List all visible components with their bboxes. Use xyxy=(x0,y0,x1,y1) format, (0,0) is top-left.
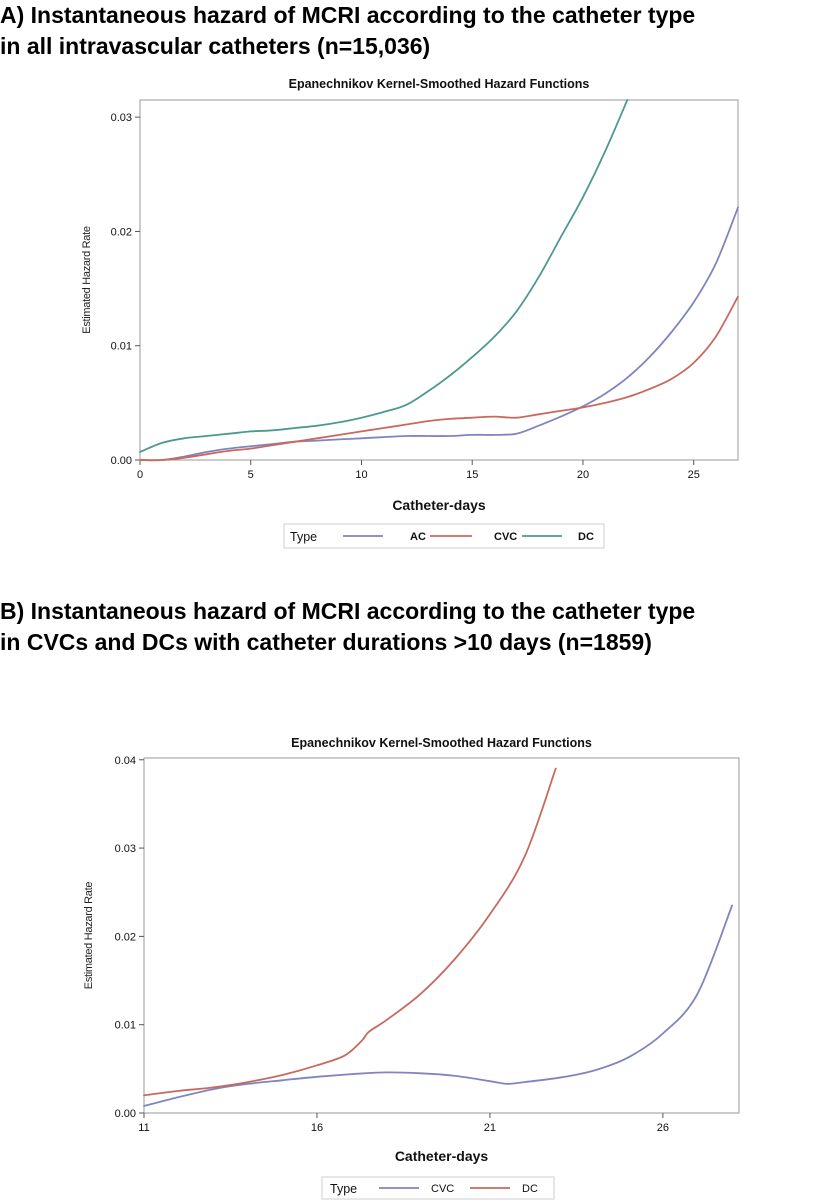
x-tick-label: 5 xyxy=(248,469,254,481)
legend-label-dc: DC xyxy=(522,1183,538,1195)
series-line-dc xyxy=(143,767,557,1097)
figure-b-heading-line2: in CVCs and DCs with catheter durations … xyxy=(0,629,652,655)
x-tick-label: 25 xyxy=(688,469,700,481)
y-tick-label: 0.01 xyxy=(115,1020,136,1032)
figure-a-heading: A) Instantaneous hazard of MCRI accordin… xyxy=(0,0,827,62)
y-tick-label: 0.03 xyxy=(111,112,132,124)
y-tick-label: 0.00 xyxy=(115,1108,136,1120)
y-tick-label: 0.02 xyxy=(111,226,132,238)
legend-title: Type xyxy=(290,530,317,544)
plot-frame xyxy=(143,757,740,1114)
legend-title: Type xyxy=(330,1182,357,1196)
x-tick-label: 0 xyxy=(137,469,143,481)
legend-label-cvc: CVC xyxy=(431,1183,454,1195)
x-tick-label: 15 xyxy=(466,469,478,481)
figure-b-heading: B) Instantaneous hazard of MCRI accordin… xyxy=(0,596,827,658)
y-tick-label: 0.01 xyxy=(111,341,132,353)
legend-box xyxy=(321,1176,555,1200)
figure-a-heading-line2: in all intravascular catheters (n=15,036… xyxy=(0,33,431,59)
chart-title: Epanechnikov Kernel-Smoothed Hazard Func… xyxy=(291,736,592,750)
figure-b-heading-line1: B) Instantaneous hazard of MCRI accordin… xyxy=(0,598,696,624)
x-tick-label: 10 xyxy=(355,469,367,481)
series-line-cvc xyxy=(139,295,739,462)
y-tick-label: 0.00 xyxy=(111,455,132,467)
x-axis-label: Catheter-days xyxy=(392,497,486,513)
legend-label-dc: DC xyxy=(578,531,594,543)
legend-label-ac: AC xyxy=(410,531,426,543)
series-line-ac xyxy=(139,206,739,462)
legend-label-cvc: CVC xyxy=(494,531,517,543)
chart-a: Epanechnikov Kernel-Smoothed Hazard Func… xyxy=(81,77,739,549)
x-tick-label: 11 xyxy=(138,1122,149,1134)
x-tick-label: 21 xyxy=(484,1122,496,1134)
y-axis-label: Estimated Hazard Rate xyxy=(81,226,93,334)
x-tick-label: 20 xyxy=(577,469,589,481)
x-axis-label: Catheter-days xyxy=(395,1148,489,1164)
y-tick-label: 0.04 xyxy=(115,755,136,767)
series-line-dc xyxy=(139,99,629,453)
series-line-cvc xyxy=(143,904,733,1107)
x-tick-label: 16 xyxy=(311,1122,323,1134)
x-tick-label: 26 xyxy=(657,1122,669,1134)
plot-frame xyxy=(139,99,739,461)
chart-title: Epanechnikov Kernel-Smoothed Hazard Func… xyxy=(289,77,590,91)
y-tick-label: 0.03 xyxy=(115,843,136,855)
y-tick-label: 0.02 xyxy=(115,931,136,943)
y-axis-label: Estimated Hazard Rate xyxy=(83,882,95,990)
figure-a-heading-line1: A) Instantaneous hazard of MCRI accordin… xyxy=(0,2,696,28)
